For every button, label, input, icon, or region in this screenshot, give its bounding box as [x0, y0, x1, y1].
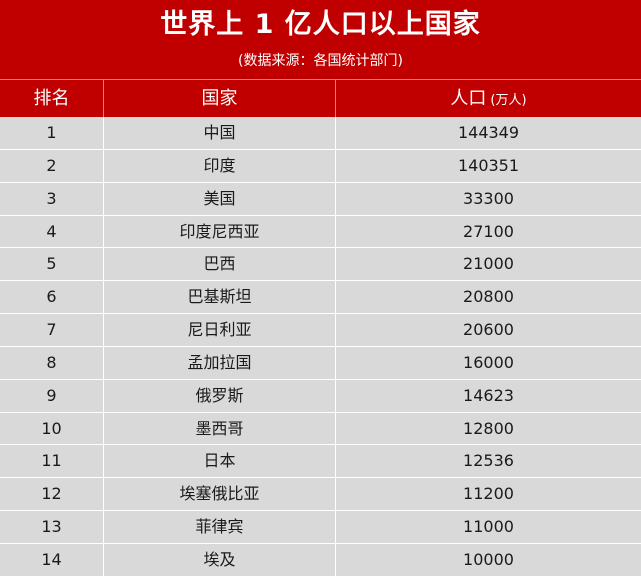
table-row: 8 孟加拉国 16000 [0, 346, 641, 380]
country-cell: 印度 [104, 149, 336, 182]
table-row: 2 印度 140351 [0, 149, 641, 183]
country-cell: 埃塞俄比亚 [104, 478, 336, 511]
page-title: 世界上 1 亿人口以上国家 [160, 9, 481, 40]
population-cell: 11200 [463, 484, 514, 504]
rank-cell: 9 [0, 379, 104, 412]
country-cell: 尼日利亚 [104, 314, 336, 346]
table-row: 3 美国 33300 [0, 182, 641, 216]
population-cell: 12800 [463, 418, 514, 438]
table-row: 1 中国 144349 [0, 117, 641, 150]
population-cell: 16000 [463, 352, 514, 372]
rank-cell: 12 [0, 478, 104, 511]
rank-cell: 2 [0, 149, 104, 182]
table-row: 14 埃及 10000 [0, 543, 641, 577]
country-cell: 埃及 [104, 543, 336, 576]
population-cell: 20600 [463, 320, 514, 340]
rank-cell: 1 [0, 117, 104, 149]
data-source-note: (数据来源：各国统计部门) [238, 53, 403, 69]
population-cell: 140351 [457, 155, 520, 175]
country-cell: 日本 [104, 445, 336, 478]
population-cell: 12536 [463, 451, 514, 471]
column-header-population-unit: (万人) [490, 93, 527, 108]
column-header-population-label: 人口 [450, 88, 487, 109]
country-cell: 菲律宾 [104, 511, 336, 543]
rank-cell: 3 [0, 182, 104, 215]
country-cell: 巴西 [104, 248, 336, 281]
rank-cell: 8 [0, 346, 104, 379]
country-cell: 墨西哥 [104, 412, 336, 445]
column-header-country: 国家 [104, 80, 336, 117]
population-cell: 21000 [463, 254, 514, 274]
population-cell: 11000 [463, 517, 514, 537]
population-cell: 144349 [457, 123, 520, 142]
rank-cell: 10 [0, 412, 104, 445]
table-row: 13 菲律宾 11000 [0, 511, 641, 544]
country-cell: 孟加拉国 [104, 346, 336, 379]
population-cell: 14623 [463, 385, 514, 405]
column-header-population: 人口 (万人) [336, 80, 641, 117]
table-row: 10 墨西哥 12800 [0, 412, 641, 446]
table-row: 11 日本 12536 [0, 445, 641, 479]
rank-cell: 7 [0, 314, 104, 346]
country-cell: 中国 [104, 117, 336, 149]
column-header-rank: 排名 [0, 80, 104, 117]
country-cell: 俄罗斯 [104, 379, 336, 412]
table-row: 5 巴西 21000 [0, 248, 641, 282]
population-cell: 10000 [463, 549, 514, 569]
country-cell: 巴基斯坦 [104, 281, 336, 314]
rank-cell: 6 [0, 281, 104, 314]
population-cell: 20800 [463, 287, 514, 307]
table-row: 7 尼日利亚 20600 [0, 314, 641, 347]
population-cell: 33300 [463, 188, 514, 208]
table-row: 4 印度尼西亚 27100 [0, 215, 641, 249]
table-header-row: 排名 国家 人口 (万人) [0, 79, 641, 117]
rank-cell: 4 [0, 215, 104, 248]
table-row: 6 巴基斯坦 20800 [0, 281, 641, 315]
rank-cell: 5 [0, 248, 104, 281]
table-row: 9 俄罗斯 14623 [0, 379, 641, 413]
country-cell: 美国 [104, 182, 336, 215]
table-row: 12 埃塞俄比亚 11200 [0, 478, 641, 512]
rank-cell: 14 [0, 543, 104, 576]
rank-cell: 13 [0, 511, 104, 543]
table-body: 1 中国 144349 2 印度 140351 3 美国 33300 4 印度尼西亚 27100 5 巴西… [0, 117, 641, 577]
rank-cell: 11 [0, 445, 104, 478]
title-banner: 世界上 1 亿人口以上国家 (数据来源：各国统计部门) [0, 0, 641, 79]
country-cell: 印度尼西亚 [104, 215, 336, 248]
population-cell: 27100 [463, 221, 514, 241]
